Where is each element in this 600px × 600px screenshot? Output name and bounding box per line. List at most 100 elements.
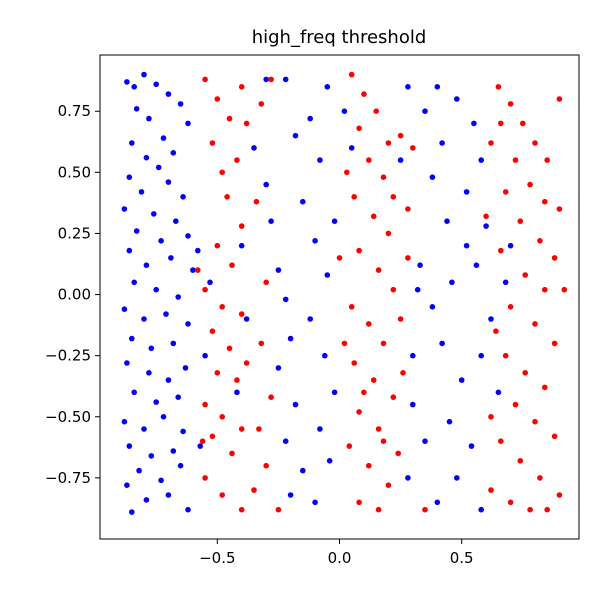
point-series-1-76 <box>544 157 550 163</box>
point-series-0-47 <box>160 414 167 420</box>
point-series-1-104 <box>544 506 550 513</box>
point-series-0-82 <box>331 389 338 396</box>
point-series-1-29 <box>263 462 270 469</box>
point-series-0-26 <box>168 255 174 261</box>
point-series-1-32 <box>258 340 265 347</box>
point-series-0-50 <box>148 453 155 459</box>
point-series-1-79 <box>527 181 533 188</box>
point-series-0-36 <box>148 345 155 352</box>
point-series-0-112 <box>473 262 480 269</box>
point-series-1-49 <box>348 304 355 310</box>
point-series-1-87 <box>542 286 548 293</box>
point-series-0-118 <box>417 262 423 269</box>
point-series-0-71 <box>292 401 299 408</box>
point-series-1-17 <box>243 360 250 366</box>
point-series-0-62 <box>197 443 203 449</box>
point-series-0-51 <box>170 448 177 454</box>
point-series-0-77 <box>300 198 306 205</box>
point-series-0-46 <box>141 426 147 432</box>
point-series-0-75 <box>307 115 314 122</box>
point-series-1-88 <box>507 304 514 310</box>
x-tick-label: 0.5 <box>450 549 474 567</box>
point-series-1-36 <box>268 76 274 83</box>
point-series-0-110 <box>463 189 470 195</box>
point-series-1-1 <box>214 96 221 102</box>
point-series-1-102 <box>527 506 533 513</box>
point-series-0-23 <box>185 233 191 239</box>
point-series-0-85 <box>312 499 318 506</box>
point-series-0-4 <box>165 91 172 97</box>
point-series-1-10 <box>214 242 221 249</box>
point-series-1-117 <box>405 255 411 261</box>
point-series-1-33 <box>263 279 270 286</box>
point-series-0-27 <box>190 267 196 273</box>
point-series-0-60 <box>195 247 201 254</box>
point-series-1-77 <box>556 96 563 102</box>
point-series-0-42 <box>131 389 137 396</box>
point-series-1-47 <box>375 267 382 273</box>
point-series-1-105 <box>483 213 489 220</box>
y-tick-label: 0.50 <box>58 163 91 181</box>
point-series-0-79 <box>324 272 331 278</box>
point-series-1-95 <box>532 418 538 425</box>
point-series-1-71 <box>344 169 350 176</box>
point-series-1-34 <box>253 198 260 205</box>
point-series-1-72 <box>495 84 502 90</box>
point-series-1-2 <box>226 115 233 122</box>
point-series-0-109 <box>478 157 485 163</box>
point-series-0-55 <box>124 482 130 489</box>
point-series-1-45 <box>385 230 392 237</box>
point-series-1-109 <box>561 286 568 293</box>
point-series-0-20 <box>173 218 179 224</box>
y-tick-label: 0.25 <box>58 224 91 242</box>
point-series-0-22 <box>158 238 164 244</box>
point-series-0-15 <box>138 189 145 195</box>
point-series-1-58 <box>366 462 372 469</box>
point-series-1-9 <box>238 223 245 229</box>
point-series-0-114 <box>478 352 485 359</box>
point-series-0-91 <box>348 145 355 151</box>
point-series-0-102 <box>444 218 450 224</box>
point-series-0-78 <box>312 238 318 244</box>
point-series-1-31 <box>268 394 274 401</box>
point-series-0-43 <box>153 399 159 405</box>
point-series-1-83 <box>537 238 543 244</box>
point-series-1-61 <box>375 506 382 513</box>
point-series-1-69 <box>341 340 348 347</box>
point-series-1-91 <box>502 352 509 359</box>
point-series-0-30 <box>175 294 181 300</box>
point-series-1-53 <box>370 377 377 383</box>
point-series-0-38 <box>124 360 130 366</box>
point-series-1-11 <box>229 262 235 269</box>
point-series-1-78 <box>512 157 519 163</box>
point-series-1-50 <box>366 321 372 327</box>
point-series-0-117 <box>478 506 485 513</box>
point-series-0-39 <box>146 370 152 376</box>
point-series-1-85 <box>498 247 504 254</box>
point-series-0-111 <box>483 223 489 229</box>
point-series-0-33 <box>163 311 169 317</box>
point-series-0-119 <box>410 352 416 359</box>
point-series-0-8 <box>185 120 191 127</box>
point-series-1-98 <box>517 458 524 464</box>
point-series-1-106 <box>488 140 494 146</box>
point-series-1-65 <box>395 450 402 457</box>
point-series-0-105 <box>422 108 428 114</box>
point-series-1-7 <box>234 157 240 163</box>
point-series-1-28 <box>251 487 257 493</box>
point-series-0-2 <box>141 71 147 78</box>
point-series-0-7 <box>177 101 184 107</box>
point-series-1-27 <box>238 506 245 513</box>
point-series-1-55 <box>356 409 362 415</box>
point-series-0-95 <box>434 499 441 506</box>
point-series-1-48 <box>390 286 397 293</box>
point-series-1-64 <box>397 316 404 322</box>
point-series-0-120 <box>502 279 509 286</box>
point-series-1-110 <box>556 206 563 212</box>
point-series-0-88 <box>324 84 331 90</box>
point-series-1-81 <box>502 189 509 195</box>
point-series-0-16 <box>165 179 172 185</box>
point-series-1-100 <box>556 492 563 498</box>
point-series-1-22 <box>238 426 245 432</box>
